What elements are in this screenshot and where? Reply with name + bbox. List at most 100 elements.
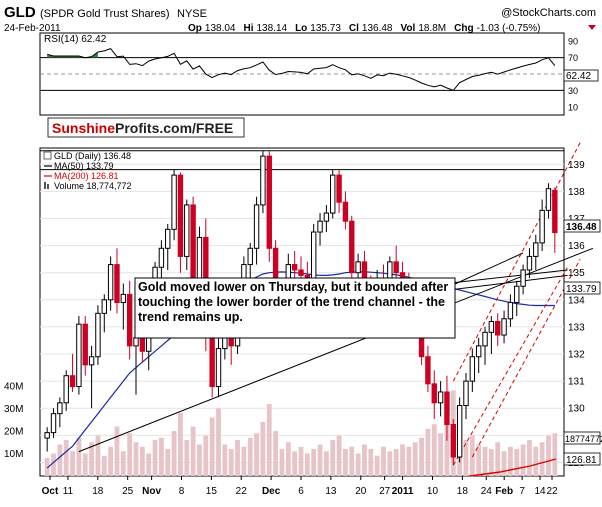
legend-volume: Volume 18,774,772 — [54, 181, 132, 191]
volume-bar — [374, 455, 380, 476]
candle-body — [488, 320, 495, 333]
high-value: 138.14 — [256, 23, 287, 34]
volume-bar — [495, 442, 501, 476]
watermark-profits: Profits.com/FREE — [115, 120, 233, 136]
candle-body — [120, 293, 127, 304]
candle-body — [482, 331, 488, 347]
ticker-symbol: GLD — [4, 4, 36, 21]
volume-bar — [425, 428, 431, 476]
volume-bar — [482, 446, 488, 476]
candle-body — [317, 220, 323, 233]
candle-body — [158, 247, 165, 268]
volume-bar — [57, 444, 63, 476]
volume-bar — [349, 446, 355, 476]
security-name: (SPDR Gold Trust Shares) — [40, 8, 170, 20]
x-tick-label: Dec — [262, 486, 281, 497]
trend-channel-lower — [452, 267, 568, 466]
volume-bar — [469, 435, 475, 476]
legend-ma50: MA(50) 133.79 — [54, 161, 114, 171]
candle-body — [336, 174, 342, 203]
candle-body — [126, 293, 133, 347]
volume-bar — [488, 449, 494, 476]
candle-body — [475, 345, 482, 358]
ma200-badge-box — [563, 452, 601, 466]
candle-body — [63, 375, 69, 404]
volume-bar — [546, 435, 551, 476]
volume-bar — [311, 449, 317, 476]
volume-bar — [552, 433, 558, 476]
x-tick-label: 24 — [481, 486, 493, 497]
candle-body — [425, 356, 431, 385]
candle-body — [520, 269, 526, 287]
x-tick-label: Oct — [42, 486, 59, 497]
candle-body — [107, 264, 114, 301]
volume-bar — [114, 426, 120, 476]
candle-body — [260, 155, 266, 206]
legend-price-swatch — [43, 151, 52, 160]
candle-body — [50, 413, 57, 434]
volume-bar — [101, 455, 107, 476]
candle-body — [355, 261, 361, 274]
annotation-box — [134, 277, 456, 339]
ma50-badge: 133.79 — [566, 284, 597, 295]
volume-bar — [387, 451, 393, 476]
volume-bar — [108, 446, 114, 476]
volume-bar — [393, 449, 399, 476]
candle-body — [393, 261, 399, 274]
volume-bar — [476, 444, 482, 476]
volume-bar — [431, 424, 437, 476]
volume-bar — [285, 442, 291, 476]
legend-price: GLD (Daily) 136.48 — [54, 151, 131, 161]
volume-bar — [317, 444, 323, 476]
candle-body — [133, 337, 139, 347]
volume-bar — [120, 451, 126, 476]
volume-axis: 40M 30M 20M 10M — [4, 382, 23, 461]
open-label: Op — [188, 23, 202, 34]
volume-bar — [412, 442, 418, 476]
candle-body — [469, 356, 476, 382]
candle-body — [552, 189, 558, 234]
annotation-text: Gold moved lower on Thursday, but it bou… — [138, 280, 449, 324]
candle-body — [545, 188, 552, 211]
rsi-value-badge: 62.42 — [566, 71, 591, 82]
candle-body — [69, 375, 76, 388]
candle-body — [196, 236, 203, 285]
rsi-value-badge-box — [563, 69, 599, 82]
watermark-text: SunshineProfits.com/FREE — [52, 120, 233, 136]
volume-bar — [76, 437, 82, 476]
candle-body — [247, 247, 253, 266]
volume-bar — [520, 444, 526, 476]
volume-bar — [209, 417, 215, 476]
support-trendline — [78, 247, 594, 453]
watermark-box — [47, 117, 245, 138]
trend-channel-upper — [452, 142, 581, 382]
price-tick-label: 130 — [568, 404, 585, 415]
x-tick-label: 10 — [427, 486, 439, 497]
candle-body — [463, 380, 469, 407]
candle-body — [507, 302, 514, 320]
annotation-pointer — [454, 252, 524, 285]
candle-body — [431, 383, 437, 404]
candle-body — [342, 201, 349, 222]
volume-bar — [178, 413, 183, 476]
candle-body — [495, 320, 501, 336]
x-tick-label: 22 — [546, 486, 558, 497]
rsi-tick-label: 30 — [568, 86, 578, 96]
low-value: 135.73 — [310, 23, 341, 34]
volume-bar — [184, 440, 190, 476]
candle-body — [177, 174, 184, 257]
candle-body — [95, 312, 101, 358]
volume-bar — [336, 435, 342, 476]
rsi-tick-label: 70 — [568, 53, 578, 63]
x-tick-label: 7 — [519, 486, 525, 497]
volume-bar — [254, 433, 259, 476]
chart-legend: GLD (Daily) 136.48 MA(50) 133.79 MA(200)… — [43, 151, 132, 191]
x-tick-label: 18 — [92, 486, 104, 497]
price-tick-label: 135 — [568, 268, 585, 279]
watermark-sunshine: Sunshine — [52, 120, 115, 136]
candle-body — [298, 269, 304, 276]
legend-ma200: MA(200) 126.81 — [54, 171, 119, 181]
rsi-label: RSI(14) 62.42 — [44, 34, 107, 45]
